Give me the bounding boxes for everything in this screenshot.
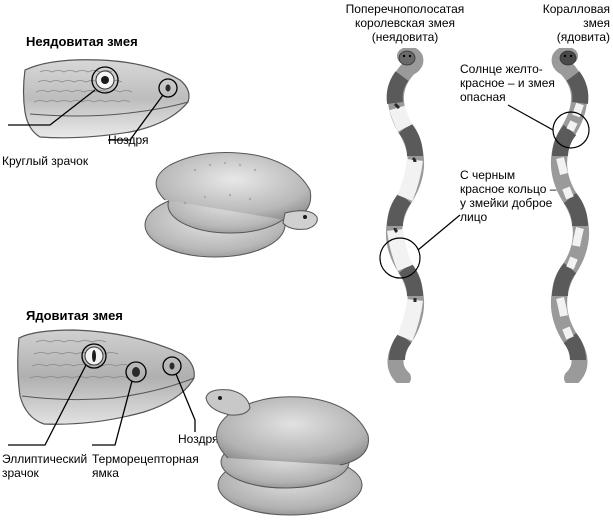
venomous-coiled	[200, 380, 380, 530]
callout-sun-l3: опасная	[460, 90, 590, 104]
callout-black-l1: С черным	[460, 168, 590, 182]
title-nonvenomous: Неядовитая змея	[26, 34, 138, 50]
king-header-3: (неядовита)	[330, 30, 480, 44]
king-header-1: Поперечнополосатая	[330, 2, 480, 16]
label-heat-pit-l2: ямка	[92, 466, 119, 480]
coral-header-2: змея	[515, 16, 610, 30]
callout-sun-l1: Солнце желто-	[460, 62, 590, 76]
label-heat-pit-l1: Терморецепторная	[92, 452, 199, 466]
callout-black-l3: у змейки доброе	[460, 196, 590, 210]
coral-header-1: Коралловая	[515, 2, 610, 16]
king-snake	[375, 48, 435, 388]
title-venomous: Ядовитая змея	[26, 308, 123, 324]
callout-sun-l2: красное – и змея	[460, 76, 590, 90]
nonvenomous-coiled	[135, 135, 325, 280]
callout-black-l2: красное кольцо –	[460, 182, 590, 196]
king-header-2: королевская змея	[330, 16, 480, 30]
label-elliptical-pupil-l2: зрачок	[2, 466, 39, 480]
coral-header-3: (ядовита)	[515, 30, 610, 44]
label-round-pupil: Круглый зрачок	[2, 154, 88, 168]
label-elliptical-pupil-l1: Эллиптический	[2, 452, 87, 466]
callout-black-l4: лицо	[460, 210, 590, 224]
venomous-head	[14, 326, 199, 441]
